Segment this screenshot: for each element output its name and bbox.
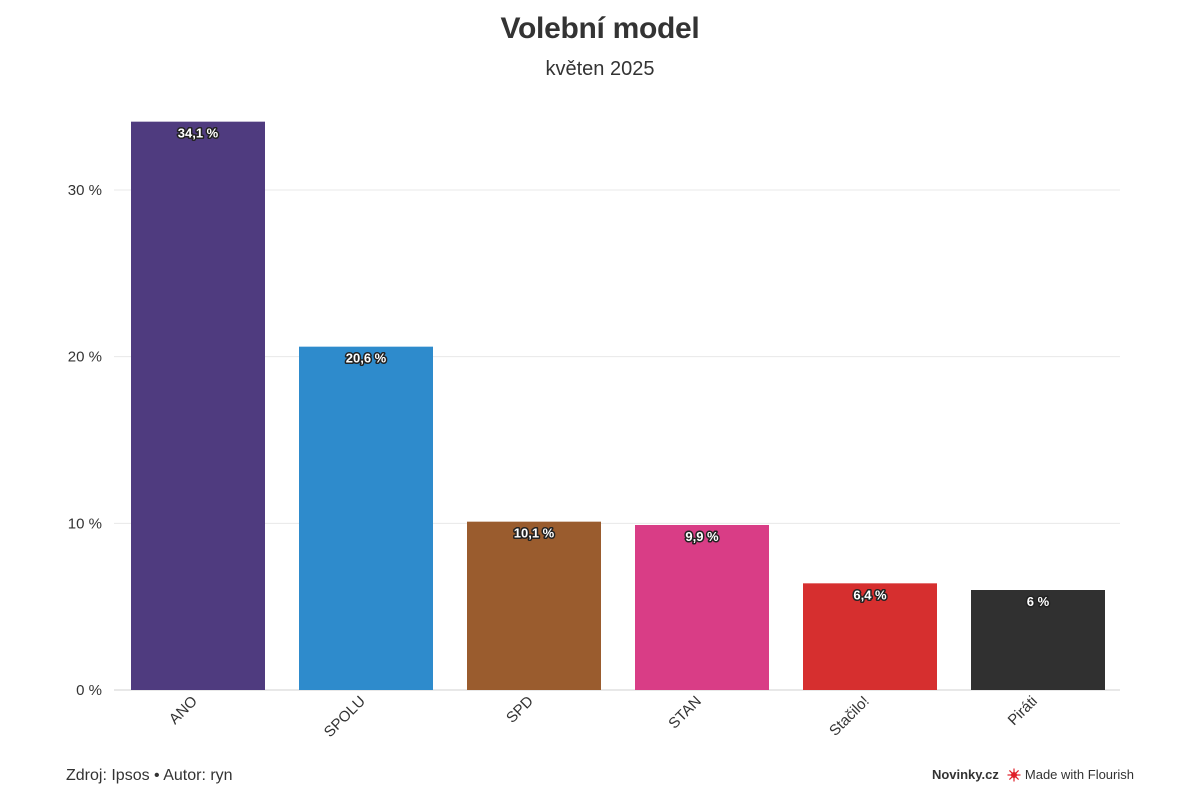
chart-title: Volební model [500,12,700,45]
y-tick-label: 30 % [68,182,102,199]
bar-value-label: 10,1 % [514,526,555,541]
bar-spolu[interactable] [299,346,433,690]
source-note: Zdroj: Ipsos • Autor: ryn [66,767,233,784]
y-tick-label: 20 % [68,349,102,366]
x-tick-label: SPD [503,693,537,727]
x-tick-label: Stačilo! [826,693,873,740]
y-tick-label: 0 % [76,682,102,699]
made-with-flourish-label: Made with Flourish [1024,767,1134,782]
bar-value-label: 6,4 % [853,587,887,602]
x-tick-label: SPOLU [321,693,369,741]
x-axis-ticks: ANO SPOLU SPD STAN Stačilo! Piráti [166,693,1041,741]
x-tick-label: STAN [665,693,705,733]
bar-value-label: 9,9 % [685,529,719,544]
bar-pir-ti[interactable] [971,590,1105,690]
bar-value-label: 20,6 % [346,351,387,366]
flourish-icon [1007,768,1021,781]
bar-sta-ilo-[interactable] [803,583,937,690]
gridlines [114,189,1120,691]
bars [131,121,1105,690]
y-axis-ticks: 0 % 10 % 20 % 30 % [68,182,102,699]
x-tick-label: Piráti [1005,693,1041,729]
y-tick-label: 10 % [68,515,102,532]
bar-value-label: 6 % [1027,594,1050,609]
brand-logo-text[interactable]: Novinky.cz [931,767,999,782]
footer-credits: Novinky.cz Made with Flourish [932,767,1134,782]
x-tick-label: ANO [166,693,201,728]
chart-subtitle: květen 2025 [545,58,655,80]
value-labels: 34,1 % 20,6 % 10,1 % 9,9 % 6,4 % 6 % [176,124,1051,610]
bar-ano[interactable] [131,121,265,690]
flourish-credit[interactable]: Made with Flourish [1007,767,1134,782]
bar-value-label: 34,1 % [178,126,219,141]
bar-stan[interactable] [635,525,769,690]
bar-spd[interactable] [467,521,601,690]
